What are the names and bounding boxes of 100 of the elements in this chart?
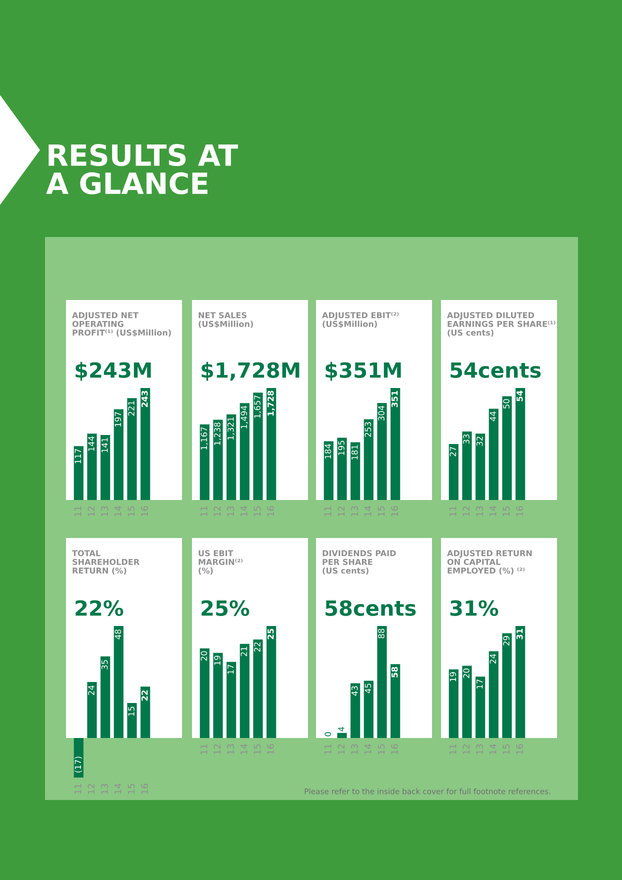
bar — [87, 434, 97, 500]
bar — [377, 402, 387, 500]
bar — [140, 388, 150, 500]
chart-subtitle: $243M — [76, 362, 151, 381]
bar — [462, 666, 472, 738]
bar — [488, 651, 498, 738]
bar — [390, 664, 400, 738]
bar — [516, 626, 526, 738]
x-tick-label: 11 — [450, 506, 456, 516]
data-label: 32 — [476, 436, 483, 446]
bar — [350, 442, 360, 500]
data-label: 54 — [516, 390, 523, 402]
data-label: 144 — [88, 436, 94, 451]
x-tick-label: 12 — [338, 506, 344, 516]
bar — [226, 414, 236, 500]
data-label: 44 — [490, 411, 496, 422]
x-tick-label: 12 — [462, 744, 470, 754]
bar — [324, 441, 334, 500]
chart-subtitle: 58cents — [326, 600, 416, 616]
x-tick-label: 15 — [254, 506, 261, 516]
data-label: 141 — [102, 438, 108, 452]
bar — [476, 434, 486, 500]
data-label: 43 — [351, 686, 358, 696]
text: RESULTS AT A GLANCE — [46, 144, 238, 194]
bar — [127, 703, 137, 738]
bar — [462, 432, 472, 500]
x-tick-label: 12 — [214, 506, 220, 516]
data-label: 1,238 — [214, 422, 222, 445]
data-label: 24 — [490, 654, 496, 664]
bar — [100, 656, 110, 738]
bar — [337, 438, 347, 500]
x-tick-label: 14 — [240, 744, 248, 754]
data-label: 351 — [391, 390, 398, 408]
bar — [364, 680, 374, 738]
x-tick-label: 11 — [74, 506, 82, 516]
x-tick-label: 15 — [378, 506, 385, 516]
data-label: 17 — [476, 680, 483, 689]
bar — [516, 388, 526, 500]
bar — [226, 662, 236, 738]
data-label: 181 — [351, 445, 358, 460]
bar — [200, 648, 210, 738]
x-tick-label: 15 — [378, 744, 385, 754]
x-tick-label: 16 — [267, 744, 274, 754]
x-tick-label: 11 — [200, 506, 208, 516]
data-label: 25 — [267, 628, 274, 640]
x-tick-label: 14 — [364, 506, 372, 516]
chart-title: DIVIDENDS PAID PER SHARE (US cents) — [322, 550, 396, 575]
bar — [488, 408, 498, 500]
x-tick-label: 12 — [338, 744, 344, 754]
data-label: 195 — [338, 440, 344, 456]
data-label: 1,321 — [227, 417, 235, 440]
data-label: 253 — [364, 422, 372, 437]
bar — [114, 626, 124, 738]
data-label: 22 — [141, 690, 148, 701]
data-label: 0 — [324, 732, 332, 736]
x-tick-label: 15 — [502, 506, 510, 516]
bar — [266, 388, 276, 500]
x-tick-label: 16 — [267, 506, 274, 516]
x-tick-label: 15 — [502, 744, 510, 754]
x-tick-label: 14 — [114, 506, 122, 516]
x-tick-label: 11 — [74, 784, 82, 794]
data-label: 19 — [214, 656, 220, 665]
data-label: 221 — [128, 401, 134, 416]
data-label: 304 — [378, 406, 384, 421]
chart-subtitle: $351M — [326, 362, 401, 381]
data-label: 35 — [101, 660, 108, 670]
bar — [114, 409, 124, 500]
bar — [74, 446, 84, 500]
bar — [127, 398, 137, 500]
chart-title: TOTAL SHAREHOLDER RETURN (%) — [72, 550, 140, 575]
chart-title: ADJUSTED EBIT⁽²⁾ (US$Million) — [322, 312, 399, 328]
data-label: 29 — [503, 636, 510, 646]
data-label: 15 — [128, 706, 134, 716]
data-label: 243 — [141, 390, 148, 407]
bar — [266, 626, 276, 738]
x-tick-label: 16 — [516, 506, 523, 516]
data-label: 31 — [516, 628, 523, 640]
data-label: 88 — [378, 628, 384, 638]
chart-subtitle: 54cents — [450, 362, 541, 378]
x-tick-label: 12 — [88, 506, 94, 516]
chart-title: ADJUSTED RETURN ON CAPITAL EMPLOYED (%) ⁽²⁾ — [447, 550, 532, 575]
x-tick-label: 16 — [391, 744, 398, 754]
data-label: 24 — [88, 686, 94, 696]
x-tick-label: 11 — [324, 506, 332, 516]
x-tick-label: 13 — [101, 506, 108, 516]
chart-title: US EBIT MARGIN⁽²⁾ (%) — [198, 550, 243, 575]
bar — [253, 639, 263, 738]
data-label: (17) — [74, 756, 82, 772]
data-label: 17 — [228, 664, 234, 674]
bar — [337, 732, 347, 738]
x-tick-label: 13 — [351, 506, 358, 516]
x-tick-label: 14 — [364, 744, 372, 754]
bar — [364, 419, 374, 500]
x-tick-label: 12 — [214, 744, 220, 754]
data-label: 20 — [200, 651, 208, 661]
bar — [200, 424, 210, 500]
x-tick-label: 12 — [462, 506, 470, 516]
chart-title: ADJUSTED NET OPERATING PROFIT⁽¹⁾ (US$Million) — [72, 312, 171, 337]
data-label: 50 — [503, 399, 510, 408]
chart-subtitle: 25% — [202, 600, 250, 616]
